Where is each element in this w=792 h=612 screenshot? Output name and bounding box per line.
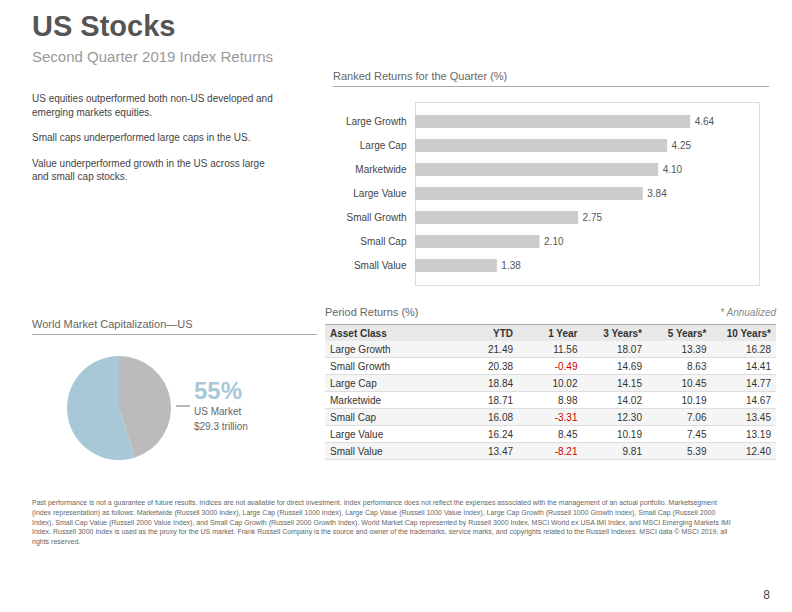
html-text:10.19: 10.19 [617,428,642,440]
html-text:18.84: 18.84 [488,377,513,389]
html-text:YTD: YTD [493,327,513,339]
html-text:18.07: 18.07 [617,343,642,355]
html-text:13.19: 13.19 [746,428,771,440]
svg-text:4.10: 4.10 [663,164,683,175]
html-text:13.47: 13.47 [488,445,513,457]
html-text:21.49: 21.49 [488,343,513,355]
html-text:14.02: 14.02 [617,394,642,406]
svg-text:Large Cap: Large Cap [360,140,407,151]
html-text:Marketwide: Marketwide [330,394,382,406]
svg-text:3.84: 3.84 [647,188,667,199]
html-text:14.15: 14.15 [617,377,642,389]
html-text:US Stocks: US Stocks [32,10,176,42]
html-text:8.63: 8.63 [687,360,707,372]
html-text:16.24: 16.24 [488,428,513,440]
html-text:Ranked Returns for the Quarter: Ranked Returns for the Quarter (%) [333,70,508,82]
svg-text:2.75: 2.75 [583,212,603,223]
html-text:12.30: 12.30 [617,411,642,423]
html-text:* Annualized: * Annualized [720,307,776,318]
html-text:10.02: 10.02 [552,377,578,389]
html-text:US equities outperformed both: US equities outperformed both non-US dev… [32,93,273,118]
html-text:11.56: 11.56 [553,343,578,355]
html-text:10 Years*: 10 Years* [726,327,771,339]
svg-text:Small Value: Small Value [354,260,407,271]
html-text:10.45: 10.45 [681,377,707,389]
html-text:13.45: 13.45 [746,411,771,423]
html-text:Large Cap: Large Cap [330,377,377,389]
html-text:-0.49: -0.49 [554,360,578,372]
svg-text:Large Value: Large Value [353,188,407,199]
html-text:13.39: 13.39 [681,343,707,355]
html-text:7.45: 7.45 [687,428,707,440]
html-text:-8.21: -8.21 [554,445,578,457]
html-text:16.08: 16.08 [488,411,513,423]
html-text:16.28: 16.28 [746,343,771,355]
html-text:14.41: 14.41 [746,360,771,372]
html-text:$29.3 trillion: $29.3 trillion [194,421,248,433]
html-text:-3.31: -3.31 [554,411,578,423]
html-text:Large Value: Large Value [330,428,384,440]
html-text:1 Year: 1 Year [548,327,578,339]
html-text:Period Returns (%): Period Returns (%) [325,306,419,318]
html-text:Small Value: Small Value [330,445,383,457]
svg-text:Marketwide: Marketwide [355,164,407,175]
html-text:20.38: 20.38 [488,360,513,372]
html-text:8.98: 8.98 [558,394,578,406]
html-text:55%: 55% [194,377,242,404]
html-text:10.19: 10.19 [681,394,707,406]
html-text:Large Growth: Large Growth [330,343,391,355]
html-text:Asset Class: Asset Class [330,327,387,339]
html-text:14.77: 14.77 [746,377,771,389]
html-text:Small Cap: Small Cap [330,411,377,423]
html-text:7.06: 7.06 [687,411,707,423]
html-text:Small Growth: Small Growth [330,360,390,372]
svg-text:Large Growth: Large Growth [346,116,407,127]
html-text:World Market Capitalization—US: World Market Capitalization—US [32,318,193,330]
html-text:3 Years*: 3 Years* [603,327,642,339]
html-text:9.81: 9.81 [622,445,642,457]
html-text:US Market: US Market [194,406,242,418]
html-text:8: 8 [763,588,770,602]
svg-text:1.38: 1.38 [501,260,521,271]
svg-text:Small Growth: Small Growth [346,212,406,223]
html-text:14.69: 14.69 [617,360,642,372]
html-text:Small caps underperformed larg: Small caps underperformed large caps in … [32,132,251,143]
svg-text:2.10: 2.10 [544,236,564,247]
html-text:5 Years*: 5 Years* [667,327,707,339]
svg-text:Small Cap: Small Cap [360,236,407,247]
html-text:8.45: 8.45 [558,428,578,440]
html-text:12.40: 12.40 [746,445,771,457]
html-text:18.71: 18.71 [488,394,513,406]
html-text:Past performance is not a guar: Past performance is not a guarantee of f… [32,499,731,546]
html-text:14.67: 14.67 [746,394,771,406]
svg-text:4.25: 4.25 [672,140,692,151]
svg-text:4.64: 4.64 [695,116,715,127]
html-text:5.39: 5.39 [687,445,707,457]
html-text:Second Quarter 2019 Index Retu: Second Quarter 2019 Index Returns [32,48,273,65]
html-text:Value underperformed growth in: Value underperformed growth in the US ac… [32,157,265,182]
